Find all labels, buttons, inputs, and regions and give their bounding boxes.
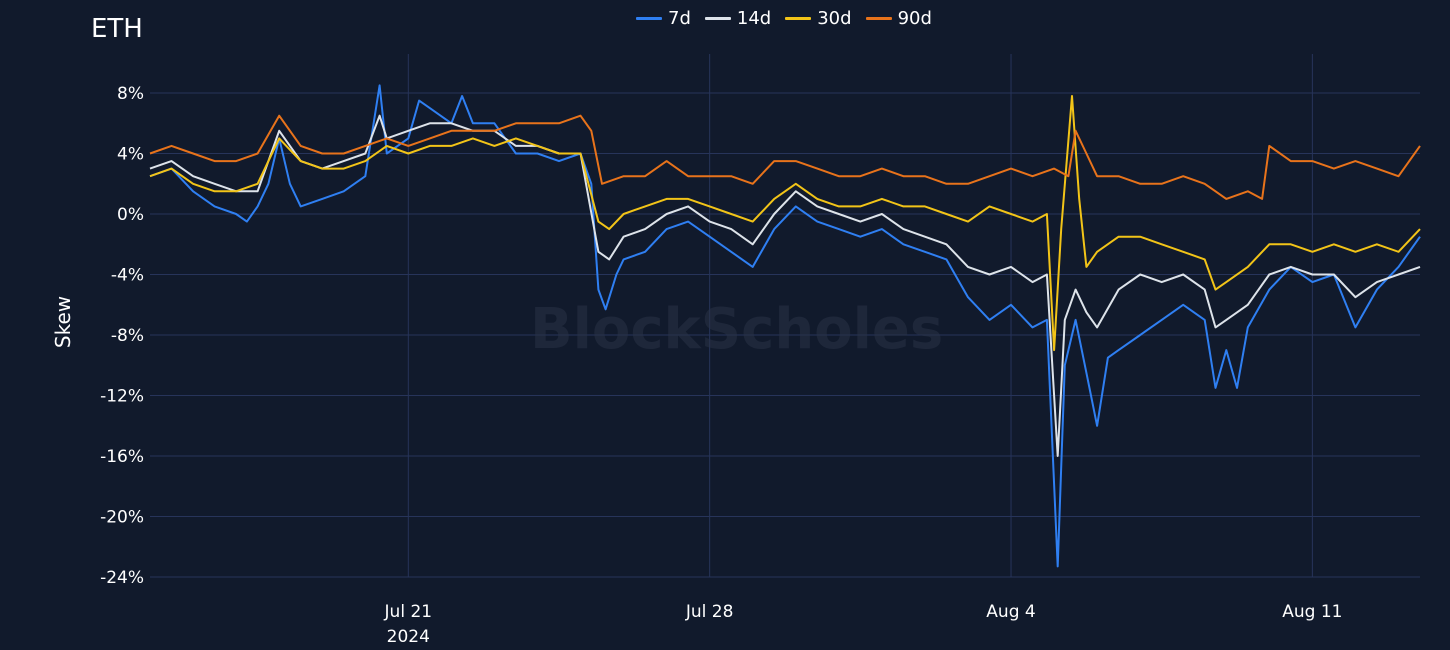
legend-label-90d: 90d — [897, 8, 932, 29]
y-axis-title: Skew — [51, 296, 75, 348]
legend-swatch-90d — [865, 17, 892, 20]
y-tick-label: -16% — [100, 447, 144, 467]
series-line-90d[interactable] — [149, 114, 1421, 200]
y-tick-label: -4% — [111, 266, 144, 286]
legend-item-90d[interactable]: 90d — [865, 8, 932, 29]
legend-swatch-7d — [636, 17, 662, 20]
series-layer — [149, 84, 1421, 568]
series-line-30d[interactable] — [149, 95, 1421, 352]
x-tick-label: Jul 28 — [685, 602, 734, 622]
series-line-14d[interactable] — [149, 114, 1421, 457]
legend-item-30d[interactable]: 30d — [785, 8, 852, 29]
legend-item-14d[interactable]: 14d — [704, 8, 772, 29]
x-tick-labels: Jul 21 2024 Jul 28 Aug 4 Aug 11 — [384, 602, 1343, 647]
legend: 7d 14d 30d 90d — [636, 8, 932, 29]
legend-label-7d: 7d — [668, 8, 691, 29]
legend-swatch-14d — [704, 17, 731, 20]
y-tick-label: -24% — [100, 568, 144, 588]
y-tick-labels: 8% 4% 0% -4% -8% -12% -16% -20% -24% — [100, 84, 144, 588]
series-line-7d[interactable] — [149, 84, 1421, 568]
y-tick-label: -12% — [100, 387, 144, 407]
legend-label-14d: 14d — [736, 8, 772, 29]
y-tick-label: -20% — [100, 508, 144, 528]
watermark-text: BlockScholes — [530, 297, 943, 362]
x-tick-label: Aug 11 — [1282, 602, 1342, 622]
x-tick-label: Jul 21 — [384, 602, 433, 622]
chart-title: ETH — [91, 14, 143, 44]
y-tick-label: 0% — [117, 205, 144, 225]
legend-label-30d: 30d — [817, 8, 852, 29]
legend-item-7d[interactable]: 7d — [636, 8, 691, 29]
legend-swatch-30d — [785, 17, 812, 20]
y-tick-label: -8% — [111, 326, 144, 346]
grid-layer — [150, 54, 1420, 578]
x-tick-sublabel: 2024 — [387, 627, 430, 647]
y-tick-label: 4% — [117, 145, 144, 165]
y-tick-label: 8% — [117, 84, 144, 104]
x-tick-label: Aug 4 — [986, 602, 1035, 622]
